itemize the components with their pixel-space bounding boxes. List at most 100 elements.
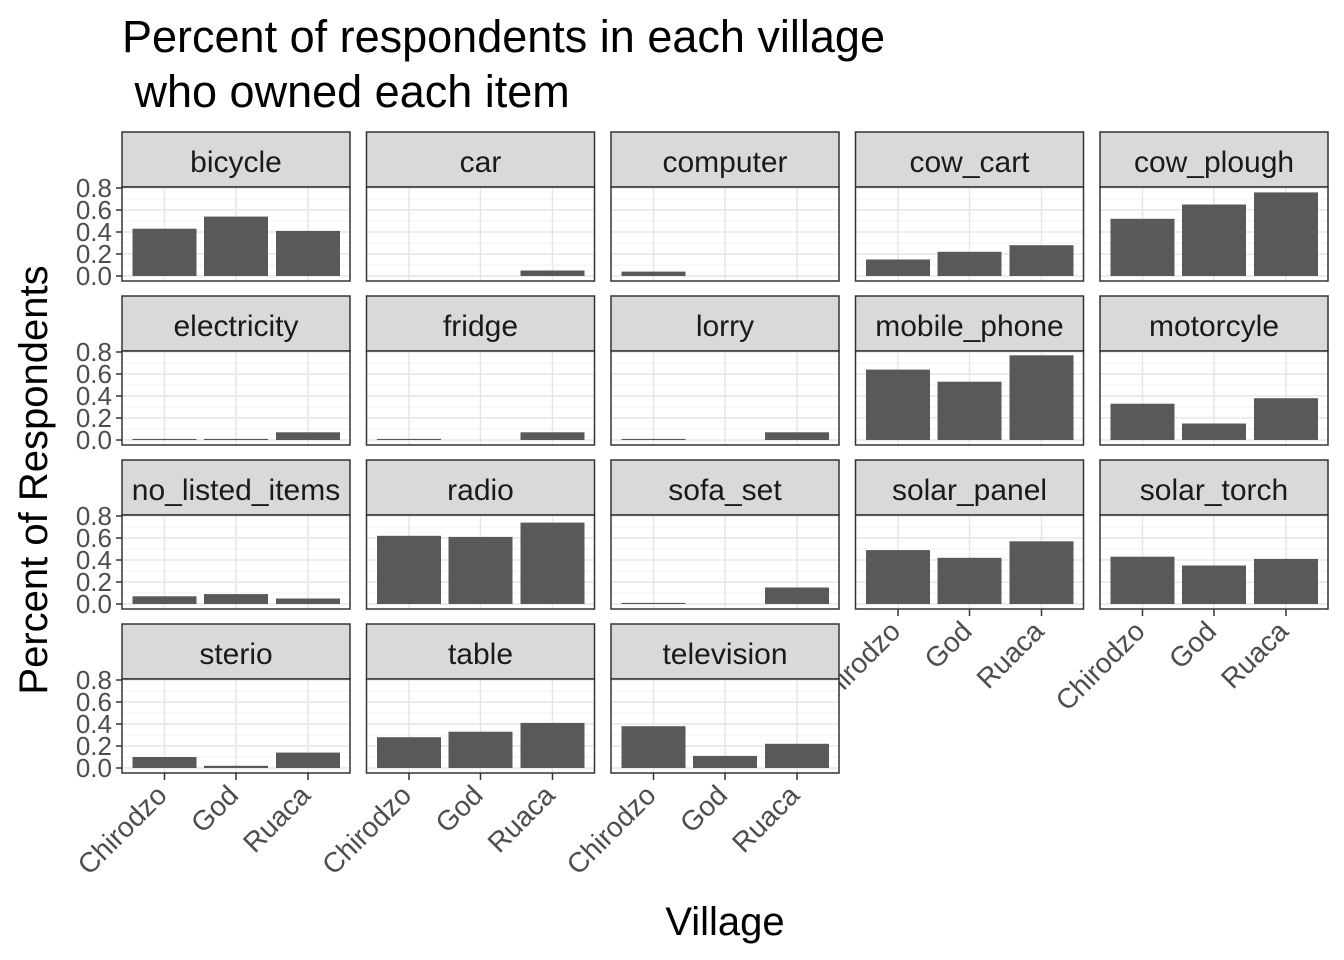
bar-Ruaca xyxy=(276,752,340,768)
y-tick-label: 0.6 xyxy=(76,195,112,225)
x-tick-label: Ruaca xyxy=(726,779,805,858)
facet-label: solar_panel xyxy=(892,474,1047,507)
panel-border xyxy=(121,186,351,282)
x-axis-label: Village xyxy=(665,900,784,944)
facet-strip xyxy=(610,295,840,352)
chart-title-line-1: Percent of respondents in each village xyxy=(122,11,885,62)
bar-Ruaca xyxy=(1254,558,1318,604)
bar-Ruaca xyxy=(1009,541,1074,604)
bar-Ruaca xyxy=(520,722,585,768)
facet-strip xyxy=(1099,295,1329,352)
bar-Chirodzo xyxy=(1110,403,1175,440)
facet-label: cow_plough xyxy=(1134,146,1294,179)
facet-strip xyxy=(121,459,351,516)
y-tick-label: 0.6 xyxy=(76,359,112,389)
bar-God xyxy=(937,251,1002,276)
y-tick-label: 0.2 xyxy=(76,567,112,597)
panel-border xyxy=(1099,350,1329,446)
bar-Chirodzo xyxy=(377,438,441,440)
chart-title-line-2: who owned each item xyxy=(122,66,570,117)
bar-Chirodzo xyxy=(377,535,441,604)
bar-Ruaca xyxy=(520,522,585,604)
facet-strip xyxy=(854,295,1085,352)
panel-border xyxy=(854,186,1085,282)
facet-label: table xyxy=(448,638,513,671)
facet-motorcyle: motorcyle xyxy=(1099,295,1329,446)
y-tick-label: 0.2 xyxy=(76,731,112,761)
panel-border xyxy=(1099,186,1329,282)
bar-God xyxy=(204,594,268,604)
panel-border xyxy=(854,350,1085,446)
bar-Chirodzo xyxy=(132,757,197,768)
facet-label: electricity xyxy=(173,310,298,343)
y-tick-label: 0.4 xyxy=(76,709,112,739)
bar-Ruaca xyxy=(765,743,829,768)
y-axis-label: Percent of Respondents xyxy=(12,265,56,694)
facet-strip xyxy=(610,623,840,680)
x-tick-label: God xyxy=(429,779,488,838)
x-tick-label: God xyxy=(1163,615,1222,674)
bar-Ruaca xyxy=(1009,355,1074,440)
facet-bicycle: bicycle 0.00.20.40.60.8 xyxy=(76,131,351,291)
bar-Ruaca xyxy=(276,230,340,276)
x-tick-label: Ruaca xyxy=(482,779,561,858)
panel-border xyxy=(365,514,596,610)
bar-Ruaca xyxy=(765,587,829,604)
facet-strip xyxy=(365,459,596,516)
bar-God xyxy=(204,216,268,276)
x-tick-label: Ruaca xyxy=(1215,615,1294,694)
bar-Ruaca xyxy=(1254,398,1318,440)
facet-strip xyxy=(1099,459,1329,516)
facet-strip xyxy=(610,459,840,516)
bar-Chirodzo xyxy=(1110,218,1175,276)
panel-border xyxy=(121,350,351,446)
y-tick-label: 0.6 xyxy=(76,687,112,717)
bar-Ruaca xyxy=(765,432,829,440)
y-tick-label: 0.0 xyxy=(76,753,112,783)
bar-God xyxy=(1182,565,1246,604)
facet-strip xyxy=(1099,131,1329,188)
facet-computer: computer xyxy=(610,131,840,282)
bar-God xyxy=(937,557,1002,604)
facet-strip xyxy=(365,131,596,188)
facet-electricity: electricity 0.00.20.40.60.8 xyxy=(76,295,351,455)
facet-label: fridge xyxy=(443,310,518,343)
facet-label: computer xyxy=(662,146,787,179)
bar-Ruaca xyxy=(520,432,585,440)
facet-label: radio xyxy=(447,474,514,507)
y-tick-label: 0.0 xyxy=(76,589,112,619)
bar-God xyxy=(1182,204,1246,276)
y-tick-label: 0.4 xyxy=(76,545,112,575)
y-tick-label: 0.8 xyxy=(76,173,112,203)
facet-label: motorcyle xyxy=(1149,310,1279,343)
x-tick-label: Chirodzo xyxy=(561,779,662,880)
bar-God xyxy=(448,731,513,768)
bar-God xyxy=(204,438,268,440)
bar-Chirodzo xyxy=(377,737,441,768)
bar-Ruaca xyxy=(520,270,585,276)
panel-border xyxy=(365,186,596,282)
panel-border xyxy=(121,514,351,610)
y-tick-label: 0.6 xyxy=(76,523,112,553)
x-tick-label: God xyxy=(674,779,733,838)
y-tick-label: 0.8 xyxy=(76,337,112,367)
bar-Chirodzo xyxy=(1110,556,1175,604)
facet-mobile_phone: mobile_phone xyxy=(854,295,1085,446)
facet-strip xyxy=(365,295,596,352)
facet-label: sterio xyxy=(199,638,272,671)
bar-Chirodzo xyxy=(132,596,197,604)
facet-label: solar_torch xyxy=(1140,474,1288,507)
facet-strip xyxy=(854,459,1085,516)
facet-cow_cart: cow_cart xyxy=(854,131,1085,282)
facet-radio: radio xyxy=(365,459,596,610)
x-tick-label: Ruaca xyxy=(237,779,316,858)
bar-Ruaca xyxy=(1254,192,1318,276)
facet-label: lorry xyxy=(696,310,754,343)
facet-label: sofa_set xyxy=(668,474,782,507)
y-tick-label: 0.8 xyxy=(76,501,112,531)
bar-Chirodzo xyxy=(132,228,197,276)
